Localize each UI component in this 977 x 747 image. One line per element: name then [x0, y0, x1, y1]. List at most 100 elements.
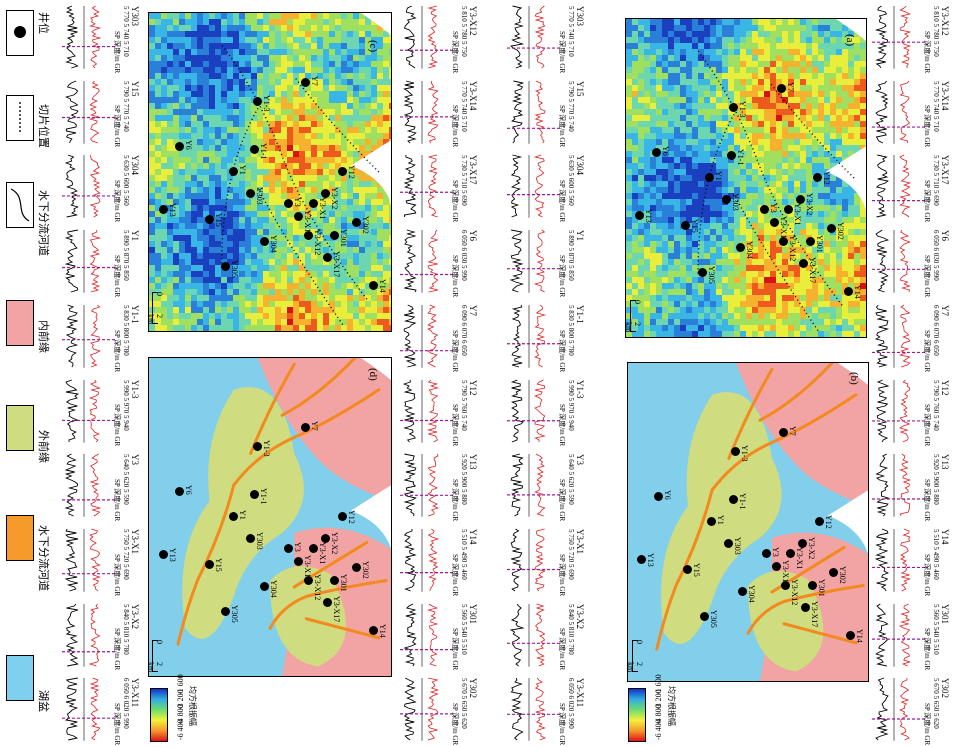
well-dot-icon [736, 242, 746, 252]
log-axis-labels: SP 深度/m GR [451, 553, 459, 596]
sp-curve [898, 304, 911, 368]
legend-label: 水下分流河道 [37, 190, 49, 256]
channel-path [292, 540, 369, 589]
well-log-y301 [870, 602, 930, 669]
well-dot-icon [813, 173, 822, 182]
well-label: Y3 [293, 196, 303, 207]
well-log-y3-x17 [870, 153, 930, 220]
depth-ticks: 6 050 6 030 5 990 [932, 230, 940, 281]
channel-curve-icon [10, 188, 30, 222]
well-label: Y301 [814, 234, 824, 253]
well-dot-icon [158, 550, 168, 560]
well-log-y15 [60, 79, 120, 146]
well-label: Y6 [661, 145, 671, 156]
log-axis-labels: SP 深度/m GR [113, 404, 121, 447]
log-axis-labels: SP 深度/m GR [113, 105, 121, 148]
gr-curve [403, 453, 417, 517]
well-label: Y3-X1 [317, 196, 327, 220]
well-label: Y1-3 [738, 101, 747, 118]
well-label: Y13 [167, 203, 177, 217]
well-dot-icon [294, 211, 304, 221]
well-label: Y14 [853, 285, 863, 300]
depth-ticks: 5 770 5 740 5 710 [567, 6, 575, 57]
sp-curve [899, 229, 911, 293]
well-log-y14 [398, 527, 458, 594]
well-dot-icon [846, 631, 856, 641]
well-dot-icon [369, 626, 379, 636]
well-label: Y14 [378, 624, 388, 639]
panel-label-d: (d) [367, 368, 379, 381]
well-dot-icon [301, 422, 311, 432]
legend-symbol-channel-fill [6, 515, 34, 561]
sp-curve [89, 453, 102, 517]
well-dot-icon [252, 97, 262, 107]
log-axis-labels: SP 深度/m GR [923, 30, 931, 73]
sp-curve [899, 80, 911, 143]
gr-curve [403, 304, 417, 368]
well-log-label: Y304 [130, 155, 140, 176]
log-axis-labels: SP 深度/m GR [558, 553, 566, 596]
depth-ticks: 5 670 5 650 5 620 [932, 678, 940, 730]
sp-curve [534, 80, 546, 143]
well-log-y3 [60, 452, 120, 519]
well-dot-icon [800, 602, 810, 612]
well-dot-icon [762, 548, 772, 558]
well-log-label: Y3-X1 [130, 528, 140, 554]
depth-ticks: 5 630 5 600 5 560 [567, 155, 575, 207]
sp-curve [427, 229, 439, 293]
well-dot-icon [330, 230, 340, 240]
gr-curve [510, 379, 524, 442]
well-log-y14 [870, 527, 930, 594]
well-label: Y304 [745, 240, 755, 259]
channel-path [655, 488, 714, 651]
colorbar-title: 均方根振幅 [667, 686, 676, 726]
well-dot-icon [815, 517, 824, 526]
log-axis-labels: SP 深度/m GR [113, 180, 121, 223]
depth-ticks: 5 810 5 780 5 750 [932, 6, 940, 57]
well-label: Y303 [254, 187, 264, 206]
gr-curve [65, 80, 79, 143]
depth-ticks: 5 630 5 600 5 560 [122, 155, 130, 207]
well-dot-icon [760, 204, 770, 214]
well-log-y1-1 [60, 303, 120, 370]
depth-ticks: 5 730 5 710 5 690 [460, 155, 468, 207]
gr-curve [509, 229, 524, 293]
well-dot-icon [330, 575, 340, 585]
well-label: Y3-X2 [805, 193, 815, 216]
well-dot-icon [252, 442, 262, 452]
well-label: Y3 [293, 541, 303, 552]
gr-curve [510, 678, 524, 741]
well-dot-icon [779, 236, 789, 246]
log-axis-labels: SP 深度/m GR [923, 180, 931, 223]
well-log-y12 [398, 378, 458, 445]
legend-symbol-slice [6, 95, 34, 141]
depth-ticks: 5 840 5 810 5 780 [567, 603, 575, 655]
well-log-label: Y6 [940, 230, 950, 242]
well-dot-icon [654, 491, 664, 501]
well-label: Y302 [361, 215, 371, 234]
well-log-y1 [60, 228, 120, 295]
well-log-label: Y3-X2 [130, 603, 140, 629]
sp-curve [899, 528, 911, 592]
well-label: Y303 [732, 537, 742, 556]
depth-ticks: 5 920 5 900 5 880 [460, 454, 468, 505]
log-axis-labels: SP 深度/m GR [923, 105, 931, 148]
well-label: Y3-X17 [807, 256, 817, 284]
depth-ticks: 5 750 5 720 5 690 [122, 528, 130, 580]
well-label: Y3-X12 [788, 234, 798, 261]
panel-label-a: (a) [844, 34, 856, 47]
well-label: Y6 [184, 139, 194, 150]
well-dot-icon [723, 539, 733, 549]
gr-curve [65, 5, 79, 69]
gr-curve [510, 453, 524, 517]
well-dot-icon [250, 489, 260, 499]
well-label: Y302 [361, 560, 371, 579]
depth-ticks: 5 920 5 900 5 880 [932, 454, 940, 505]
well-log-label: Y303 [130, 6, 140, 26]
well-dot-icon [158, 205, 168, 215]
well-label: Y1-3 [261, 95, 271, 112]
sp-curve [899, 678, 910, 741]
depth-ticks: 5 770 5 740 5 710 [932, 80, 940, 132]
depth-ticks: 5 830 5 800 5 780 [567, 304, 575, 356]
well-dot-icon [228, 167, 238, 176]
